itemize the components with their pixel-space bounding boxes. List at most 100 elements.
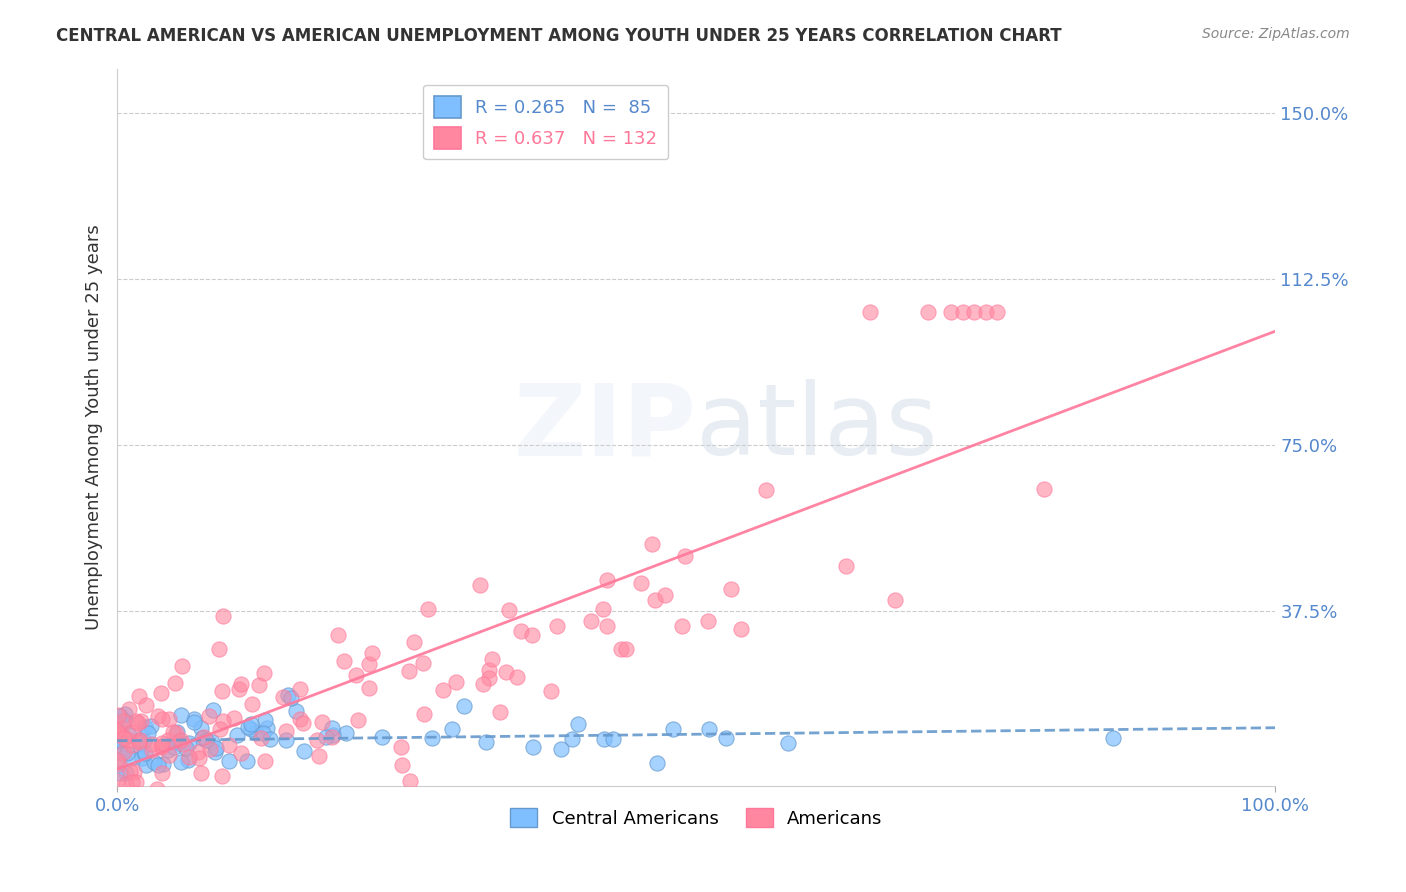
Americans (152, 736, 174, 750)
Americans (506, 670, 529, 684)
Central Americans (108, 745, 131, 759)
Americans (986, 305, 1008, 319)
Americans (432, 682, 454, 697)
Central Americans (132, 734, 155, 748)
Central Americans (252, 726, 274, 740)
Americans (470, 577, 492, 591)
Americans (150, 712, 173, 726)
Americans (149, 739, 172, 754)
Central Americans (716, 731, 738, 745)
Central Americans (245, 726, 267, 740)
Central Americans (204, 741, 226, 756)
Central Americans (134, 746, 156, 760)
Central Americans (420, 731, 443, 745)
Americans (478, 671, 501, 685)
Central Americans (645, 756, 668, 770)
Americans (939, 305, 962, 319)
Central Americans (152, 757, 174, 772)
Americans (120, 764, 142, 779)
Americans (592, 601, 614, 615)
Central Americans (276, 688, 298, 702)
Americans (105, 774, 128, 789)
Americans (444, 675, 467, 690)
Americans (111, 793, 134, 807)
Americans (134, 793, 156, 807)
Americans (117, 733, 139, 747)
Americans (416, 602, 439, 616)
Americans (121, 775, 143, 789)
Americans (187, 745, 209, 759)
Americans (148, 708, 170, 723)
Central Americans (112, 730, 135, 744)
Central Americans (550, 741, 572, 756)
Y-axis label: Unemployment Among Youth under 25 years: Unemployment Among Youth under 25 years (86, 225, 103, 631)
Americans (188, 750, 211, 764)
Americans (107, 707, 129, 722)
Central Americans (561, 732, 583, 747)
Legend: Central Americans, Americans: Central Americans, Americans (503, 801, 890, 835)
Americans (111, 714, 134, 728)
Central Americans (105, 731, 128, 746)
Americans (546, 619, 568, 633)
Central Americans (170, 708, 193, 723)
Central Americans (115, 766, 138, 780)
Americans (110, 722, 132, 736)
Americans (149, 686, 172, 700)
Central Americans (114, 706, 136, 721)
Central Americans (292, 744, 315, 758)
Americans (211, 684, 233, 698)
Americans (671, 619, 693, 633)
Americans (150, 765, 173, 780)
Americans (141, 737, 163, 751)
Americans (240, 697, 263, 711)
Central Americans (110, 725, 132, 739)
Americans (162, 724, 184, 739)
Central Americans (240, 717, 263, 731)
Americans (273, 690, 295, 704)
Americans (121, 725, 143, 739)
Central Americans (697, 722, 720, 736)
Americans (412, 656, 434, 670)
Americans (412, 707, 434, 722)
Central Americans (201, 703, 224, 717)
Americans (835, 558, 858, 573)
Text: atlas: atlas (696, 379, 938, 476)
Americans (224, 711, 246, 725)
Americans (311, 715, 333, 730)
Americans (253, 666, 276, 681)
Americans (720, 582, 742, 596)
Central Americans (280, 690, 302, 705)
Central Americans (135, 758, 157, 772)
Americans (610, 641, 633, 656)
Americans (150, 739, 173, 753)
Americans (157, 713, 180, 727)
Americans (108, 757, 131, 772)
Americans (118, 789, 141, 803)
Americans (357, 657, 380, 671)
Central Americans (177, 736, 200, 750)
Central Americans (136, 726, 159, 740)
Central Americans (190, 721, 212, 735)
Americans (122, 764, 145, 779)
Americans (321, 730, 343, 744)
Central Americans (110, 709, 132, 723)
Americans (157, 748, 180, 763)
Americans (596, 573, 619, 587)
Central Americans (183, 712, 205, 726)
Central Americans (118, 728, 141, 742)
Americans (250, 731, 273, 745)
Central Americans (776, 736, 799, 750)
Americans (654, 588, 676, 602)
Americans (125, 714, 148, 729)
Central Americans (107, 738, 129, 752)
Americans (333, 654, 356, 668)
Central Americans (335, 725, 357, 739)
Americans (974, 305, 997, 319)
Americans (917, 305, 939, 319)
Text: ZIP: ZIP (513, 379, 696, 476)
Americans (211, 714, 233, 728)
Central Americans (131, 751, 153, 765)
Central Americans (276, 733, 298, 747)
Americans (165, 676, 187, 690)
Americans (146, 782, 169, 797)
